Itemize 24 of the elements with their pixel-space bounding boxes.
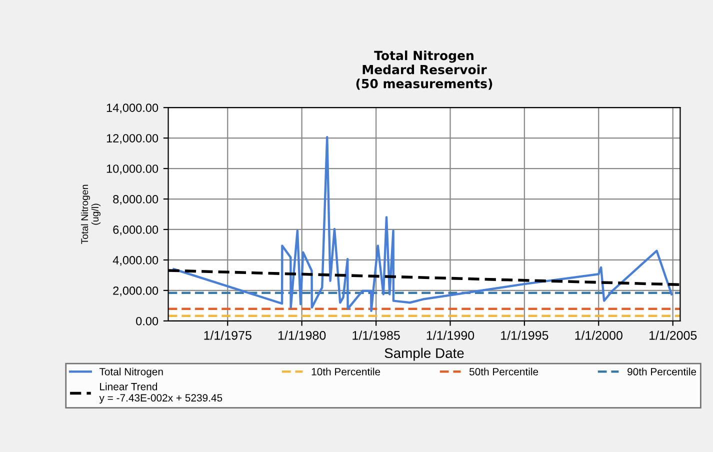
- x-tick-label: 1/1/1980: [278, 330, 326, 340]
- x-tick-label: 1/1/1975: [204, 330, 252, 340]
- legend-label: 10th Percentile: [312, 368, 380, 376]
- y-tick-label: 14,000.00: [106, 104, 158, 114]
- y-tick-label: 6,000.00: [113, 226, 158, 236]
- x-tick-label: 1/1/1995: [501, 330, 548, 340]
- y-tick-label: 12,000.00: [106, 134, 158, 144]
- legend-label: 50th Percentile: [469, 368, 538, 376]
- x-axis-title: Sample Date: [384, 348, 464, 361]
- y-axis-title: Total Nitrogen (ug/l): [80, 184, 100, 244]
- y-tick-label: 10,000.00: [106, 164, 158, 174]
- line-series: [172, 136, 673, 312]
- y-tick-label: 2,000.00: [113, 286, 158, 296]
- x-tick-label: 1/1/2000: [575, 330, 622, 340]
- legend-label: Total Nitrogen: [99, 368, 163, 378]
- y-tick-label: 0.00: [136, 316, 158, 326]
- chart-title: Total Nitrogen Medard Reservoir (50 measurements): [356, 50, 492, 90]
- legend-label: Linear Trend y = -7.43E-002x + 5239.45: [99, 382, 222, 404]
- legend-label: 90th Percentile: [628, 368, 696, 376]
- x-tick-label: 1/1/2005: [649, 330, 697, 340]
- y-tick-label: 4,000.00: [112, 256, 158, 266]
- y-tick-label: 8,000.00: [113, 195, 158, 205]
- x-tick-label: 1/1/1985: [352, 330, 400, 340]
- x-tick-label: 1/1/1990: [426, 330, 474, 340]
